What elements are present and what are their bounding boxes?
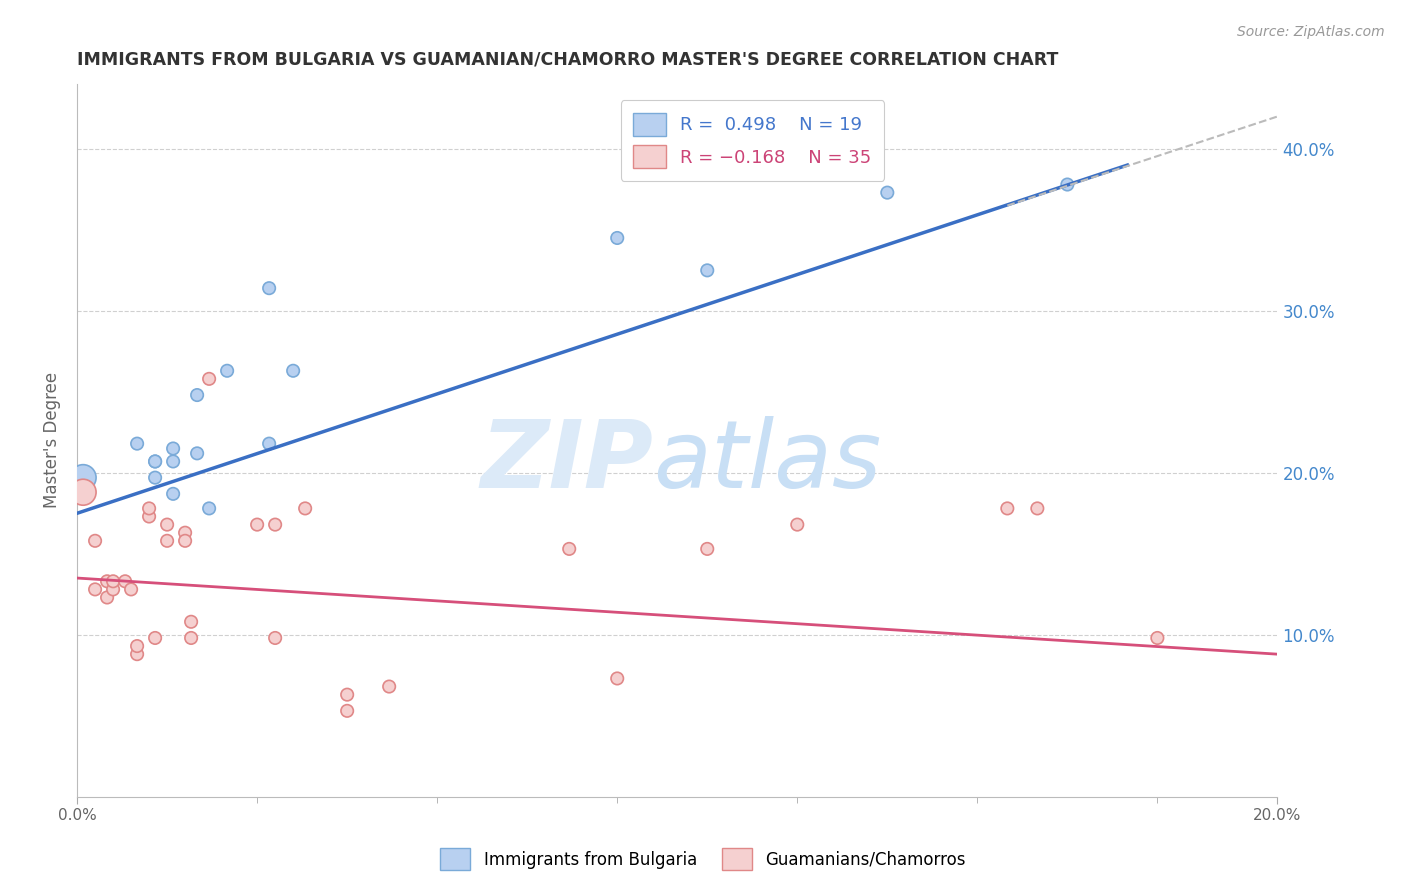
Point xyxy=(127,639,149,653)
Point xyxy=(156,533,179,548)
Point xyxy=(180,631,202,645)
Point xyxy=(138,509,160,524)
Point xyxy=(1026,501,1049,516)
Point xyxy=(336,704,359,718)
Point xyxy=(606,672,628,686)
Point xyxy=(281,364,304,378)
Point xyxy=(198,372,221,386)
Point xyxy=(217,364,239,378)
Point xyxy=(1146,631,1168,645)
Point xyxy=(294,501,316,516)
Y-axis label: Master's Degree: Master's Degree xyxy=(44,372,60,508)
Point xyxy=(72,485,94,500)
Text: IMMIGRANTS FROM BULGARIA VS GUAMANIAN/CHAMORRO MASTER'S DEGREE CORRELATION CHART: IMMIGRANTS FROM BULGARIA VS GUAMANIAN/CH… xyxy=(77,51,1059,69)
Text: Source: ZipAtlas.com: Source: ZipAtlas.com xyxy=(1237,25,1385,39)
Point xyxy=(186,388,208,402)
Point xyxy=(127,436,149,450)
Point xyxy=(174,533,197,548)
Point xyxy=(162,487,184,501)
Point xyxy=(174,525,197,540)
Point xyxy=(143,631,166,645)
Point xyxy=(558,541,581,556)
Point xyxy=(378,680,401,694)
Point xyxy=(156,517,179,532)
Point xyxy=(162,454,184,468)
Point xyxy=(786,517,808,532)
Point xyxy=(995,501,1018,516)
Point xyxy=(264,517,287,532)
Point xyxy=(143,454,166,468)
Point xyxy=(606,231,628,245)
Point xyxy=(120,582,142,597)
Point xyxy=(72,470,94,484)
Point xyxy=(162,442,184,456)
Point xyxy=(84,533,107,548)
Point xyxy=(876,186,898,200)
Legend: R =  0.498    N = 19, R = −0.168    N = 35: R = 0.498 N = 19, R = −0.168 N = 35 xyxy=(621,100,884,181)
Point xyxy=(180,615,202,629)
Text: atlas: atlas xyxy=(654,417,882,508)
Text: ZIP: ZIP xyxy=(481,416,654,508)
Point xyxy=(696,263,718,277)
Point xyxy=(96,591,118,605)
Point xyxy=(101,574,124,589)
Point xyxy=(1056,178,1078,192)
Point xyxy=(96,574,118,589)
Point xyxy=(696,541,718,556)
Point xyxy=(127,647,149,661)
Legend: Immigrants from Bulgaria, Guamanians/Chamorros: Immigrants from Bulgaria, Guamanians/Cha… xyxy=(433,842,973,877)
Point xyxy=(198,501,221,516)
Point xyxy=(336,688,359,702)
Point xyxy=(257,281,280,295)
Point xyxy=(143,454,166,468)
Point xyxy=(257,436,280,450)
Point xyxy=(138,501,160,516)
Point xyxy=(264,631,287,645)
Point xyxy=(186,446,208,460)
Point xyxy=(114,574,136,589)
Point xyxy=(101,582,124,597)
Point xyxy=(143,470,166,484)
Point xyxy=(246,517,269,532)
Point xyxy=(84,582,107,597)
